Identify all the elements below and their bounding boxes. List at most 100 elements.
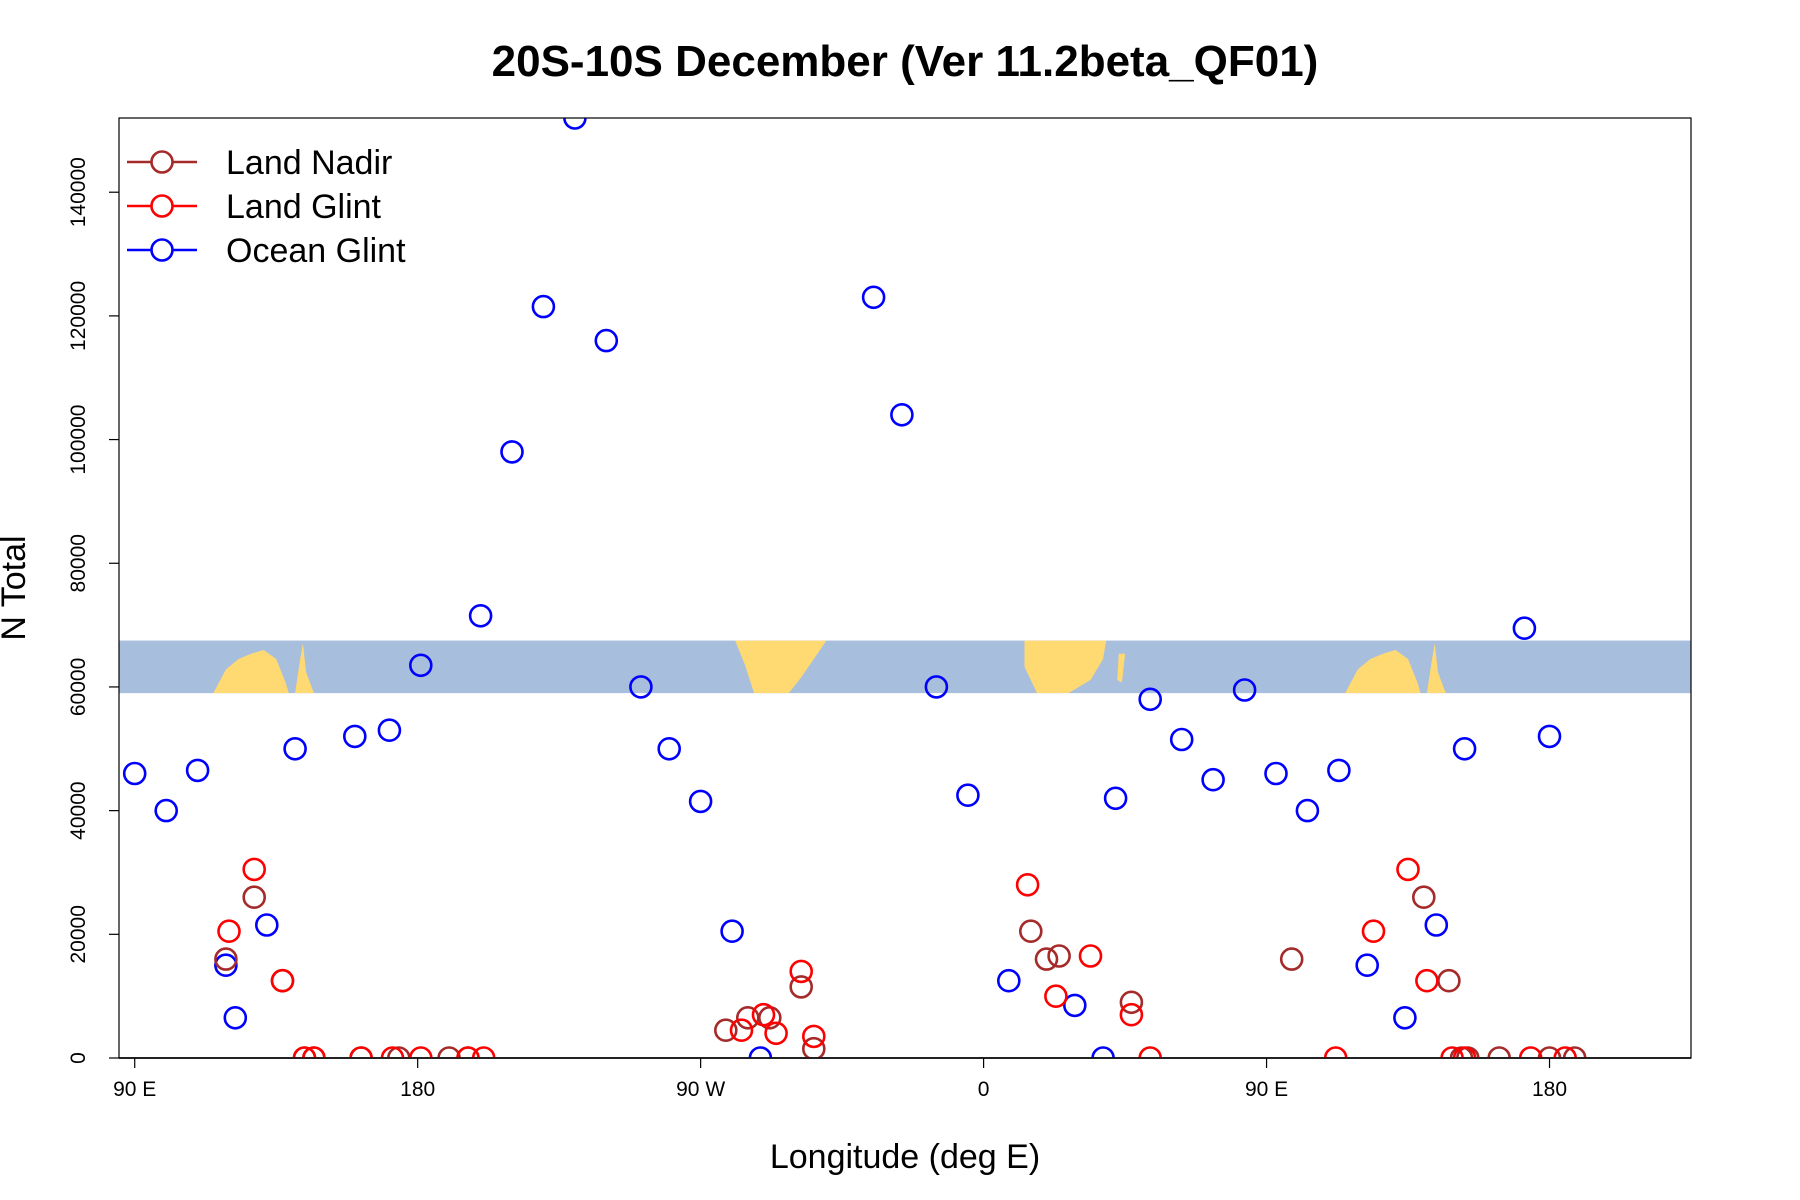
data-point <box>1562 1046 1587 1058</box>
data-point <box>1415 968 1439 993</box>
data-point <box>217 919 241 944</box>
data-point <box>1487 1046 1511 1058</box>
y-tick-label: 80000 <box>67 534 90 592</box>
map-land-cape-york <box>1426 643 1446 694</box>
data-points-layer <box>122 118 1587 1058</box>
y-tick-label: 120000 <box>67 281 90 351</box>
series-land-glint <box>217 857 1577 1058</box>
y-axis: 0 20000 40000 60000 80000 100000 120000 140000 <box>67 157 119 1064</box>
data-point <box>629 675 653 699</box>
chart-title: 20S-10S December (Ver 11.2beta_QF01) <box>492 37 1319 86</box>
data-point <box>861 285 886 310</box>
data-point <box>1201 767 1225 792</box>
data-point <box>996 968 1021 993</box>
x-tick-label: 90 E <box>113 1078 156 1101</box>
series-ocean-glint <box>122 118 1562 1058</box>
y-tick-label: 40000 <box>67 781 90 839</box>
legend-entry: Land Glint <box>127 188 382 226</box>
data-point <box>1537 1046 1562 1058</box>
data-point <box>688 789 713 814</box>
data-point <box>1169 727 1194 752</box>
data-point <box>789 975 814 999</box>
data-point <box>1103 786 1128 811</box>
data-point <box>720 919 744 944</box>
data-point <box>214 953 238 978</box>
map-land-south-america <box>735 640 827 694</box>
data-point <box>748 1046 773 1058</box>
y-tick-label: 140000 <box>67 157 90 227</box>
x-tick-label: 0 <box>978 1078 990 1101</box>
x-axis: 90 E 180 90 W 0 90 E 180 <box>113 1058 1567 1101</box>
world-map-strip <box>119 640 1691 694</box>
y-tick-label: 0 <box>67 1052 90 1064</box>
legend-marker <box>150 150 174 174</box>
legend-label: Land Glint <box>226 188 382 226</box>
data-point <box>594 328 619 353</box>
map-land-madagascar <box>1117 653 1126 683</box>
x-tick-label: 90 W <box>676 1078 725 1101</box>
data-point <box>1019 919 1043 944</box>
data-point <box>500 440 524 464</box>
data-point <box>1138 1046 1162 1058</box>
data-point <box>657 736 682 761</box>
y-axis-label: N Total <box>0 535 33 640</box>
data-point <box>242 885 266 910</box>
data-point <box>1279 947 1304 971</box>
legend-marker <box>150 194 174 218</box>
data-point <box>223 1005 248 1030</box>
data-point <box>283 736 307 761</box>
data-point <box>1015 872 1040 897</box>
data-point <box>214 947 238 971</box>
data-point <box>437 1046 461 1058</box>
data-point <box>764 1021 788 1046</box>
data-point <box>531 294 556 319</box>
data-point <box>1437 968 1461 993</box>
data-point <box>729 1018 754 1042</box>
data-point <box>1452 1046 1477 1058</box>
data-point <box>1119 990 1144 1015</box>
data-point <box>1393 1005 1417 1030</box>
data-point <box>1512 616 1537 641</box>
data-point <box>408 653 433 678</box>
data-point <box>1091 1046 1115 1058</box>
map-land-cape-york <box>295 643 314 694</box>
x-tick-label: 180 <box>1532 1078 1567 1101</box>
data-point <box>1518 1046 1543 1058</box>
y-tick-label: 100000 <box>67 405 90 475</box>
data-point <box>1355 953 1379 978</box>
plot-frame <box>118 117 1692 1059</box>
data-point <box>409 1046 433 1058</box>
data-point <box>713 1018 738 1042</box>
data-point <box>468 603 493 628</box>
data-point <box>1078 944 1103 968</box>
data-point <box>1119 1002 1144 1027</box>
data-point <box>1424 913 1449 937</box>
data-point <box>1537 724 1562 749</box>
data-point <box>1412 885 1436 910</box>
map-ocean-band <box>119 640 1691 694</box>
y-tick-label: 20000 <box>67 905 90 963</box>
data-point <box>270 968 295 993</box>
map-land-australia <box>213 650 289 694</box>
data-point <box>751 1002 776 1027</box>
data-point <box>302 1046 326 1058</box>
x-tick-label: 90 E <box>1245 1078 1288 1101</box>
legend-label: Land Nadir <box>226 144 392 182</box>
data-point <box>1396 857 1420 882</box>
data-point <box>387 1046 411 1058</box>
legend-label: Ocean Glint <box>226 232 406 270</box>
data-point <box>1553 1046 1577 1058</box>
data-point <box>1047 944 1071 968</box>
data-point <box>342 724 367 749</box>
data-point <box>1327 758 1351 783</box>
data-point <box>380 1046 405 1058</box>
data-point <box>154 798 178 823</box>
data-point <box>890 402 914 427</box>
data-point <box>1063 993 1087 1018</box>
data-point <box>122 761 147 786</box>
data-point <box>1440 1046 1464 1058</box>
data-point <box>956 783 980 808</box>
data-point <box>242 857 266 882</box>
